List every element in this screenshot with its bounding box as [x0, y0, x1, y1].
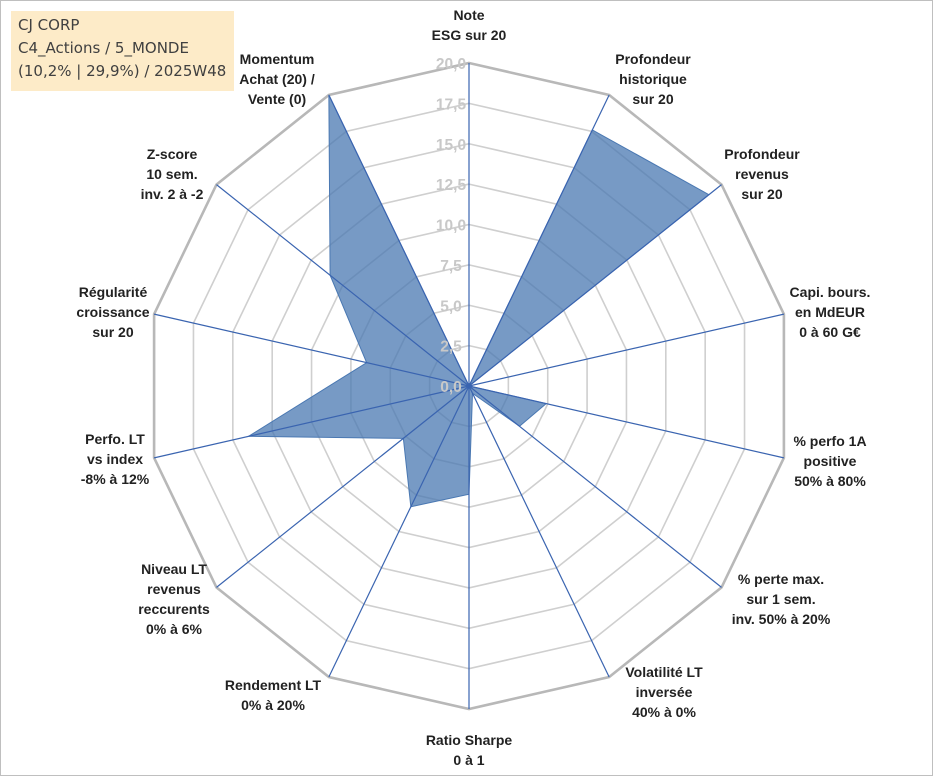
axis-label-4: en MdEUR	[795, 304, 865, 320]
data-area	[246, 94, 710, 508]
axis-label-1: Note	[453, 7, 484, 23]
axis-label-4: Capi. bours.	[790, 284, 871, 300]
portfolio-path: C4_Actions / 5_MONDE	[18, 39, 189, 57]
axis-label-3: Profondeur	[724, 146, 800, 162]
axis-label-12: sur 20	[92, 324, 133, 340]
axis-label-13: Z-score	[147, 146, 198, 162]
axis-label-9: Rendement LT	[225, 677, 322, 693]
axis-label-2: historique	[619, 71, 687, 87]
axis-label-10: Niveau LT	[141, 561, 207, 577]
axis-label-14: Momentum	[240, 51, 315, 67]
tick-label: 12,5	[436, 177, 467, 194]
axis-label-6: sur 1 sem.	[746, 591, 815, 607]
axis-label-5: 50% à 80%	[794, 473, 866, 489]
info-box: CJ CORP C4_Actions / 5_MONDE (10,2% | 29…	[11, 11, 234, 91]
axis-label-14: Vente (0)	[248, 91, 306, 107]
axis-label-7: Volatilité LT	[625, 664, 703, 680]
axis-line-12	[153, 313, 470, 387]
tick-label: 5,0	[440, 298, 462, 315]
tick-label: 10,0	[436, 218, 466, 235]
tick-label: 15,0	[436, 137, 466, 154]
axis-label-3: sur 20	[741, 186, 782, 202]
axis-line-4	[468, 313, 785, 387]
axis-label-14: Achat (20) /	[239, 71, 315, 87]
axis-label-11: vs index	[87, 451, 143, 467]
axis-line-14	[328, 94, 470, 387]
axis-label-5: % perfo 1A	[793, 433, 866, 449]
axis-line-9	[328, 385, 470, 678]
tick-label: 17,5	[436, 96, 467, 113]
tick-label: 7,5	[440, 258, 462, 275]
axis-label-2: Profondeur	[615, 51, 691, 67]
period-stats: (10,2% | 29,9%) / 2025W48	[18, 62, 227, 80]
axis-label-7: inversée	[636, 684, 693, 700]
axis-label-13: inv. 2 à -2	[141, 186, 204, 202]
axis-line-10	[216, 385, 470, 588]
axis-line-13	[216, 184, 470, 387]
axis-label-9: 0% à 20%	[241, 697, 305, 713]
axis-label-3: revenus	[735, 166, 789, 182]
axis-label-6: % perte max.	[738, 571, 824, 587]
axis-line-5	[468, 385, 785, 459]
axis-label-11: -8% à 12%	[81, 471, 150, 487]
axis-line-7	[468, 385, 610, 678]
axis-label-10: revenus	[147, 581, 201, 597]
axis-line-3	[468, 184, 722, 387]
axis-label-10: 0% à 6%	[146, 621, 203, 637]
axis-label-8: Ratio Sharpe	[426, 732, 513, 748]
axis-label-11: Perfo. LT	[85, 431, 145, 447]
axis-label-8: 0 à 1	[453, 752, 484, 768]
axis-label-1: ESG sur 20	[432, 27, 507, 43]
axis-label-5: positive	[804, 453, 857, 469]
axis-label-7: 40% à 0%	[632, 704, 696, 720]
axis-label-2: sur 20	[632, 91, 673, 107]
axis-label-12: croissance	[76, 304, 149, 320]
tick-label: 0,0	[440, 379, 462, 396]
axis-line-6	[468, 385, 722, 588]
axis-label-12: Régularité	[79, 284, 148, 300]
axis-label-6: inv. 50% à 20%	[732, 611, 831, 627]
tick-label: 20,0	[436, 56, 466, 73]
axis-line-11	[153, 385, 470, 459]
axis-label-10: reccurents	[138, 601, 210, 617]
axis-label-4: 0 à 60 G€	[799, 324, 861, 340]
axis-line-2	[468, 94, 610, 387]
company-name: CJ CORP	[18, 16, 80, 34]
axis-label-13: 10 sem.	[146, 166, 197, 182]
tick-label: 2,5	[440, 339, 462, 356]
